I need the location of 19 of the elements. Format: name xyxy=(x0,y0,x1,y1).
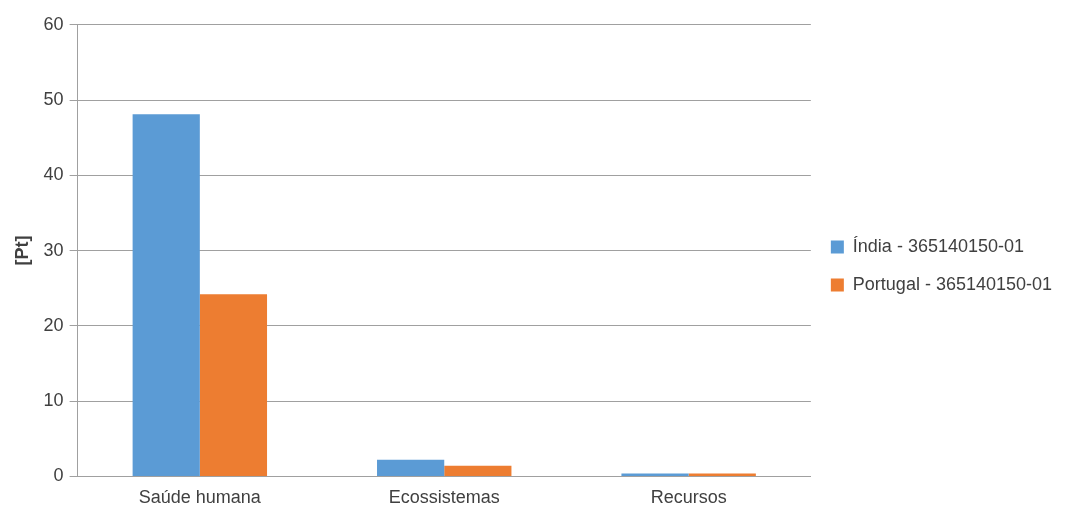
x-tick-label: Saúde humana xyxy=(138,487,262,508)
legend-label: Portugal - 365140150-01 xyxy=(852,273,1052,294)
legend-label: Índia - 365140150-01 xyxy=(852,235,1024,256)
y-tick-label: 20 xyxy=(43,314,64,335)
y-tick-label: 50 xyxy=(43,89,64,110)
x-tick-label: Ecossistemas xyxy=(388,487,500,508)
y-tick-label: 30 xyxy=(43,239,64,260)
y-tick-label: 60 xyxy=(43,13,64,34)
bar xyxy=(199,294,268,476)
bar xyxy=(688,473,756,476)
y-tick-label: 40 xyxy=(43,164,64,185)
bar xyxy=(377,459,445,476)
y-tick-label: 0 xyxy=(53,465,64,486)
bar xyxy=(621,473,689,476)
y-axis-title: [Pt] xyxy=(11,235,32,266)
x-tick-label: Recursos xyxy=(650,487,727,508)
y-tick-label: 10 xyxy=(43,390,64,411)
bar xyxy=(132,114,200,476)
bar xyxy=(444,465,512,476)
